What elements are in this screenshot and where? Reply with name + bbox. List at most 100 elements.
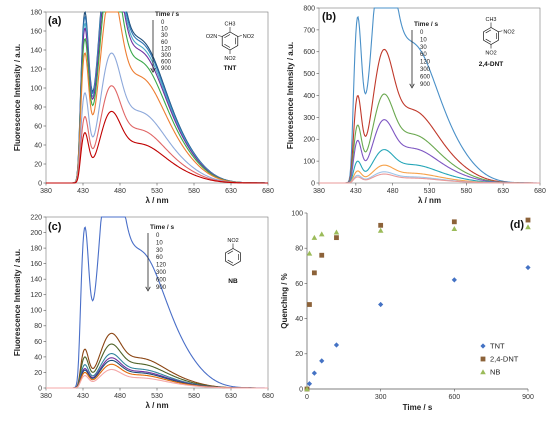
ring-double-bond [485, 29, 492, 34]
y-tick-label: 300 [303, 115, 315, 122]
y-tick-label: 100 [30, 308, 42, 315]
data-point-nb [311, 234, 318, 240]
molecule-label: CH3 [485, 17, 496, 23]
x-tick-label: 580 [188, 188, 200, 195]
legend-label: 0 [420, 30, 424, 36]
x-axis-label: Time / s [403, 403, 433, 412]
y-axis-label: Fluorescence Intensity / a.u. [13, 249, 22, 356]
x-tick-label: 0 [305, 394, 309, 401]
spectrum-line-extra [46, 110, 268, 184]
x-tick-label: 300 [375, 394, 387, 401]
x-tick-label: 430 [77, 393, 89, 400]
molecule-label: NO2 [224, 56, 235, 62]
data-point-2,4-dnt [334, 235, 339, 241]
legend-label: 120 [161, 46, 172, 52]
y-tick-label: 400 [303, 93, 315, 100]
y-tick-label: 500 [303, 71, 315, 78]
y-tick-label: 60 [34, 339, 42, 346]
y-tick-label: 160 [30, 28, 42, 35]
legend-label: 0 [156, 233, 160, 239]
x-tick-label: 530 [151, 393, 163, 400]
y-tick-label: 600 [303, 49, 315, 56]
legend-label: 300 [420, 67, 431, 73]
data-point-2,4-dnt [451, 219, 457, 225]
y-tick-label: 180 [30, 245, 42, 252]
data-point-nb [525, 224, 531, 230]
ring-double-bond [224, 34, 231, 39]
molecule-label: NO2 [485, 51, 496, 57]
x-axis-label: λ / nm [418, 196, 441, 205]
molecule-label: NO2 [503, 29, 514, 35]
legend-label: 0 [161, 20, 165, 26]
y-tick-label: 700 [303, 27, 315, 34]
data-point-2,4-dnt [307, 302, 312, 307]
x-tick-label: 380 [40, 393, 52, 400]
panel-b: 380 430 480 530 580 630 6800100200300400500600… [286, 5, 546, 205]
molecule-label: NO2 [227, 238, 238, 244]
panel-label: (b) [322, 11, 336, 23]
panel-label: (c) [48, 221, 62, 233]
data-point-tnt [306, 381, 313, 387]
y-tick-label: 100 [303, 159, 315, 166]
y-tick-label: 40 [34, 142, 42, 149]
x-tick-label: 900 [522, 394, 534, 401]
y-tick-label: 60 [34, 123, 42, 130]
legend-label: 30 [420, 45, 427, 51]
y-tick-label: 20 [295, 351, 303, 358]
y-tick-label: 140 [30, 277, 42, 284]
data-point-nb [377, 227, 384, 233]
legend-label: 2,4-DNT [490, 355, 519, 364]
legend-label: 10 [161, 27, 168, 33]
y-tick-label: 20 [34, 370, 42, 377]
legend-label: 300 [156, 270, 167, 276]
legend-title: Time / s [414, 21, 438, 28]
data-point-nb [451, 226, 458, 232]
x-axis-label: λ / nm [145, 196, 168, 205]
legend: TNT 2,4-DNT NB [480, 342, 519, 377]
bond [237, 35, 242, 37]
y-tick-label: 800 [303, 5, 315, 12]
x-tick-label: 680 [262, 188, 274, 195]
data-point-tnt [311, 370, 317, 376]
bond [498, 30, 503, 33]
data-point-nb [306, 250, 313, 256]
x-tick-label: 680 [262, 393, 274, 400]
time-arrow-head [409, 83, 415, 89]
legend-label: 10 [420, 37, 427, 43]
ring-double-bond [224, 43, 231, 48]
data-point-tnt [319, 358, 325, 364]
molecule-tnt: CH3 O2N NO2 NO2 TNT [206, 22, 254, 73]
panel-label: (a) [48, 15, 62, 27]
data-point-2,4-dnt [311, 270, 317, 276]
molecule-label: NO2 [243, 34, 254, 40]
legend-label: 30 [156, 248, 163, 254]
x-axis-label: λ / nm [145, 401, 168, 410]
data-point-2,4-dnt [525, 217, 531, 223]
y-tick-label: 100 [291, 210, 303, 217]
x-tick-label: 580 [460, 188, 472, 195]
legend-label: 120 [420, 60, 431, 66]
y-axis-label: Fluorescence Intensity / a.u. [13, 44, 22, 151]
data-point-tnt [333, 342, 340, 348]
y-tick-label: 120 [30, 292, 42, 299]
x-tick-label: 430 [350, 188, 362, 195]
x-tick-label: 480 [387, 188, 399, 195]
x-tick-label: 580 [188, 393, 200, 400]
panel-c: 380 430 480 530 580 630 6800204060801001201401… [13, 214, 274, 410]
legend-label: 600 [420, 74, 431, 80]
molecule-dnt: CH3 NO2 NO2 2,4-DNT [479, 17, 515, 68]
molecule-name: 2,4-DNT [479, 61, 504, 68]
y-tick-label: 60 [295, 281, 303, 288]
y-tick-label: 40 [295, 316, 303, 323]
y-tick-label: 80 [34, 104, 42, 111]
data-point-nb [318, 231, 325, 237]
legend-label: 600 [156, 277, 167, 283]
y-tick-label: 0 [299, 386, 303, 393]
y-tick-label: 180 [30, 9, 42, 16]
legend-label: 900 [156, 285, 167, 291]
y-axis-label: Quenching / % [280, 273, 289, 329]
y-axis-label: Fluorescence Intensity / a.u. [286, 42, 295, 149]
y-tick-label: 220 [30, 214, 42, 221]
x-tick-label: 530 [424, 188, 436, 195]
